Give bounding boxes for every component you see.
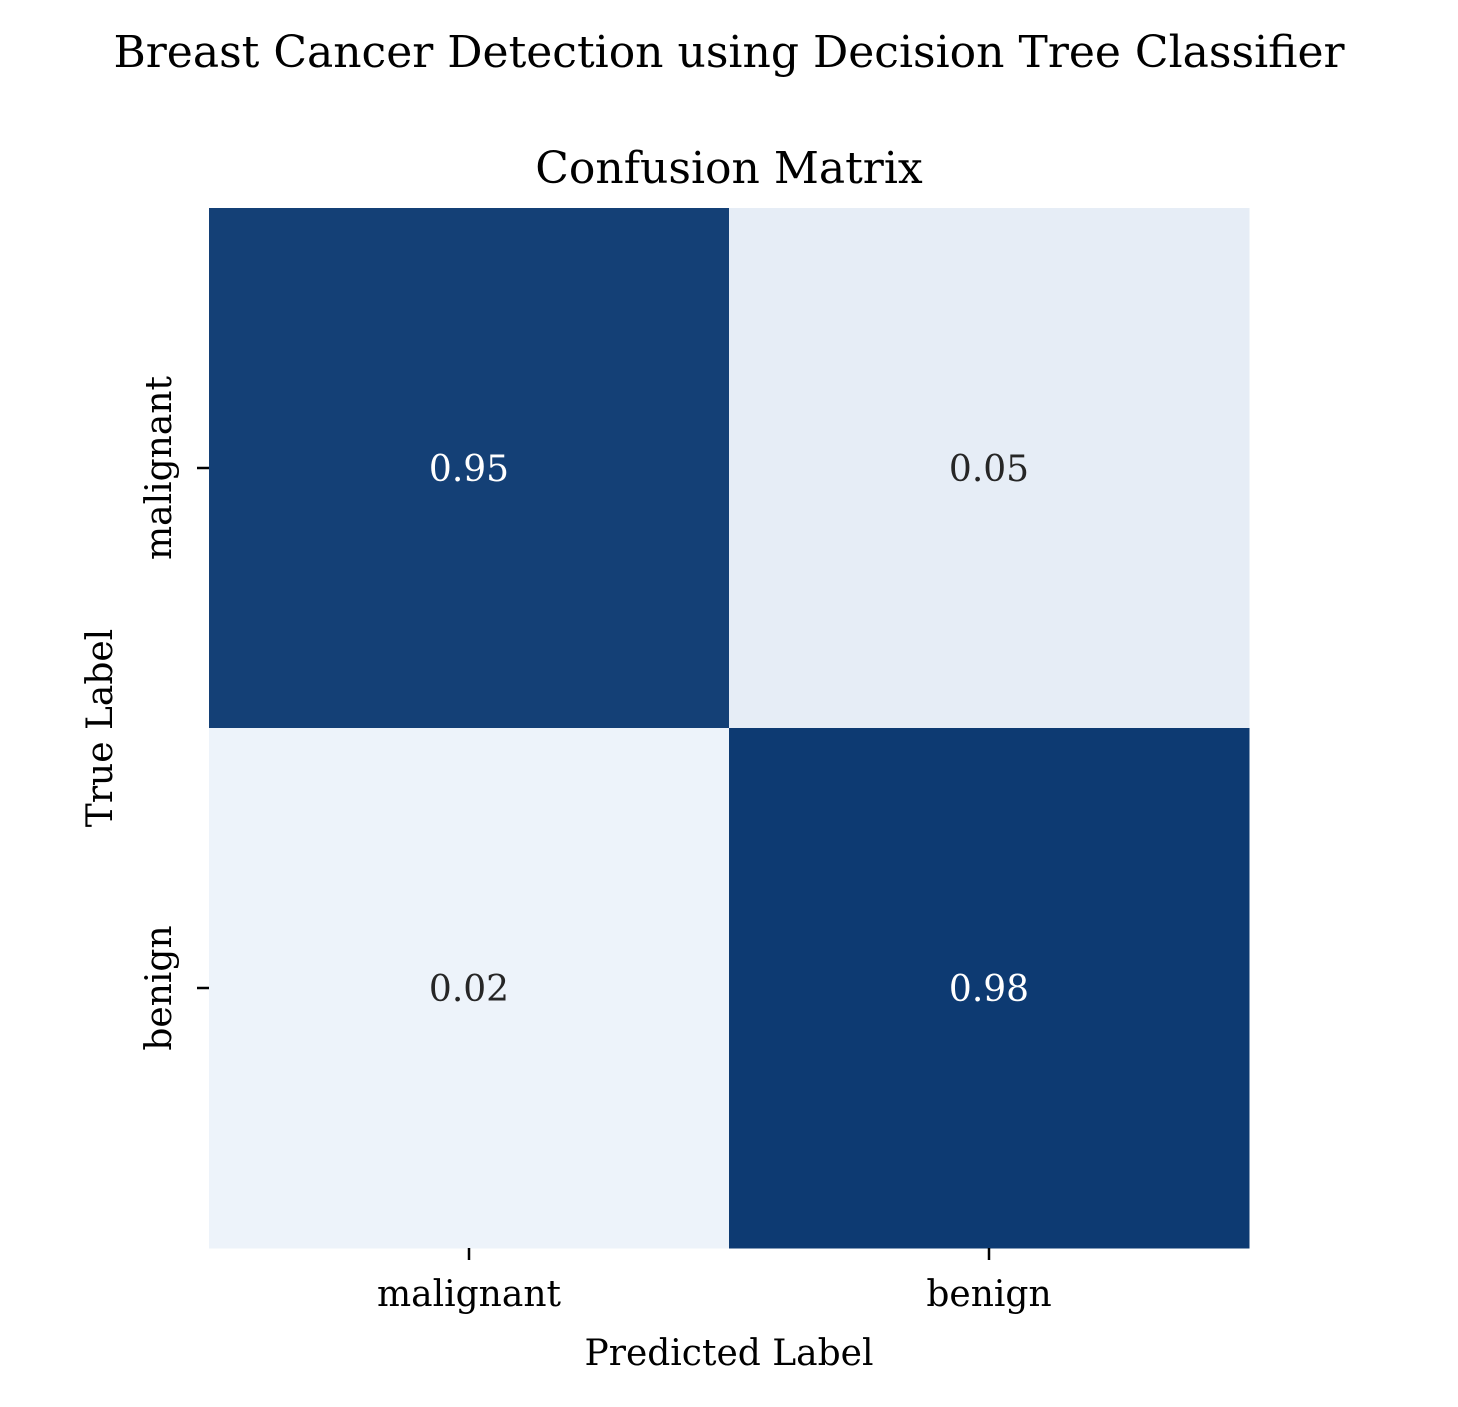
cell-value-label: 0.98 bbox=[949, 969, 1029, 1010]
heatmap-cell-benign-malignant bbox=[209, 728, 730, 1249]
x-tick-label: benign bbox=[926, 1274, 1051, 1315]
heatmap-cells bbox=[209, 208, 1250, 1249]
x-axis-ticks: malignant benign bbox=[377, 1248, 1052, 1315]
heatmap-cell-benign-benign bbox=[729, 728, 1250, 1249]
y-axis-label: True Label bbox=[80, 629, 121, 827]
cell-value-label: 0.95 bbox=[429, 449, 509, 490]
heatmap-cell-labels: 0.95 0.05 0.02 0.98 bbox=[429, 449, 1029, 1010]
heatmap-cell-malignant-benign bbox=[729, 208, 1250, 729]
heatmap-cell-malignant-malignant bbox=[209, 208, 730, 729]
x-tick-label: malignant bbox=[377, 1274, 562, 1315]
y-tick-label: benign bbox=[139, 925, 180, 1050]
y-axis-ticks: malignant benign bbox=[139, 375, 209, 1051]
cell-value-label: 0.05 bbox=[949, 449, 1029, 490]
chart-title: Confusion Matrix bbox=[535, 143, 923, 194]
x-axis-label: Predicted Label bbox=[585, 1333, 874, 1374]
cell-value-label: 0.02 bbox=[429, 969, 509, 1010]
figure-suptitle: Breast Cancer Detection using Decision T… bbox=[113, 27, 1345, 78]
y-tick-label: malignant bbox=[139, 375, 180, 560]
